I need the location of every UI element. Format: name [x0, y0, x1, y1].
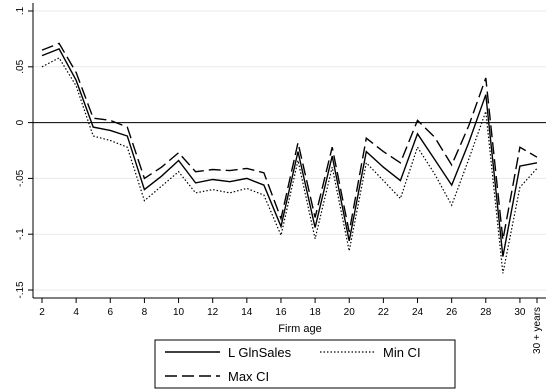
series-line-min-ci: [41, 57, 538, 274]
x-tick-label: 16: [275, 307, 287, 318]
x-tick-label: 30 + years: [532, 307, 543, 354]
y-tick-label: -.1: [15, 228, 26, 240]
x-tick-label: 8: [142, 307, 148, 318]
legend-box: [154, 339, 456, 389]
x-tick-label: 26: [446, 307, 458, 318]
y-tick-label: .1: [15, 6, 26, 15]
series-line-max-ci: [41, 42, 538, 240]
series-line-l-glnsales: [41, 48, 538, 257]
x-tick-label: 30: [514, 307, 526, 318]
x-tick-label: 28: [480, 307, 492, 318]
x-tick-label: 10: [173, 307, 185, 318]
legend-label: L GlnSales: [228, 345, 292, 360]
x-tick-label: 22: [378, 307, 390, 318]
y-tick-label: -.15: [15, 281, 26, 299]
x-axis-title: Firm age: [278, 323, 321, 335]
legend: L GlnSales Min CI Max CI: [154, 339, 456, 389]
legend-label: Min CI: [383, 345, 421, 360]
x-tick-label: 2: [39, 307, 45, 318]
legend-label: Max CI: [228, 369, 269, 384]
x-tick-label: 6: [107, 307, 113, 318]
y-tick-label: 0: [15, 119, 26, 125]
x-tick-label: 12: [207, 307, 219, 318]
x-tick-label: 4: [73, 307, 79, 318]
x-tick-label: 20: [344, 307, 356, 318]
x-tick-label: 14: [241, 307, 253, 318]
axes: .1.050-.05-.1-.152 4 6 8 10 12 14 16 18 20 22 24 26 2…: [15, 3, 546, 354]
y-tick-label: .05: [15, 59, 26, 73]
x-tick-label: 18: [310, 307, 322, 318]
y-tick-label: -.05: [15, 169, 26, 187]
gridlines: [33, 10, 546, 291]
x-tick-label: 24: [412, 307, 424, 318]
series-lines: [33, 42, 546, 274]
